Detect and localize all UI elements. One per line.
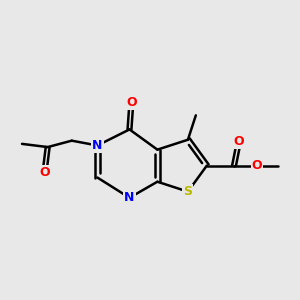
Text: O: O xyxy=(126,96,137,109)
Text: O: O xyxy=(233,135,244,148)
Text: N: N xyxy=(124,191,135,204)
Text: O: O xyxy=(252,159,262,172)
Text: O: O xyxy=(39,166,50,179)
Text: S: S xyxy=(183,185,192,198)
Text: N: N xyxy=(92,139,103,152)
